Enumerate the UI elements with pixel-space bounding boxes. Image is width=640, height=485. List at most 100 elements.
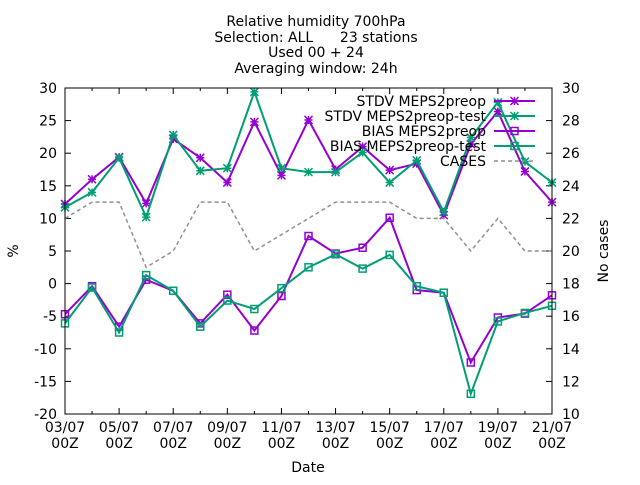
series-4 — [64, 201, 552, 269]
series-point — [195, 166, 205, 176]
series-point — [493, 106, 503, 117]
series-point — [520, 166, 530, 176]
y2-axis-title: No cases — [596, 220, 612, 283]
series-point — [223, 296, 232, 305]
series-point — [87, 174, 97, 184]
legend-sample-marker — [509, 96, 520, 106]
series-point — [168, 130, 178, 140]
title-line-4: Averaging window: 24h — [234, 61, 397, 77]
y2-tick-label: 12 — [562, 374, 580, 390]
series-point — [385, 250, 394, 260]
series-point — [141, 270, 151, 280]
legend-sample-marker — [510, 141, 519, 151]
y2-tick-label: 16 — [562, 309, 580, 325]
series-point — [466, 133, 476, 143]
x-tick-label: 19/07 — [478, 420, 518, 436]
series-line — [64, 253, 553, 398]
y-axis: -20 -15 -10 -5 0 5 10 15 20 25 30 — [34, 81, 71, 423]
y-tick-label: 15 — [39, 179, 57, 195]
y-tick-label: -10 — [34, 342, 57, 358]
series-point — [87, 187, 97, 197]
legend-label: CASES — [440, 154, 486, 170]
series-point — [493, 97, 503, 107]
series-point — [466, 358, 476, 367]
legend-label: BIAS MEPS2preop — [362, 124, 486, 140]
series-3 — [60, 250, 557, 399]
series-line — [64, 201, 552, 269]
series-point — [250, 326, 259, 335]
series-point — [249, 87, 259, 97]
series-point — [520, 308, 530, 318]
chart-title: Relative humidity 700hPa Selection: ALL … — [214, 14, 417, 77]
series-point — [358, 142, 368, 152]
series-point — [276, 170, 286, 180]
series-point — [222, 163, 232, 173]
series-point — [141, 212, 151, 222]
y-tick-label: 10 — [39, 211, 57, 227]
x-tick-label: 15/07 — [369, 420, 409, 436]
title-line-3: Used 00 + 24 — [268, 45, 364, 61]
y-tick-label: 0 — [48, 277, 57, 293]
series-point — [196, 322, 205, 331]
plot-frame — [64, 87, 553, 415]
series-point — [223, 290, 232, 299]
x-tick-label-time: 00Z — [538, 436, 565, 452]
x-tick-label: 03/07 — [45, 420, 85, 436]
title-line-1: Relative humidity 700hPa — [226, 14, 405, 30]
series-point — [141, 198, 151, 208]
series-point — [276, 163, 286, 173]
series-point — [87, 283, 97, 292]
series-point — [493, 317, 503, 326]
series-point — [439, 288, 449, 297]
x-tick-label: 09/07 — [207, 420, 247, 436]
series-point — [303, 115, 314, 125]
y2-tick-label: 24 — [562, 179, 580, 195]
x-tick-label-time: 00Z — [160, 436, 187, 452]
y2-tick-label: 18 — [562, 277, 580, 293]
y2-tick-label: 22 — [562, 211, 580, 227]
legend-label: STDV MEPS2preop-test — [325, 109, 487, 125]
x-tick-label: 11/07 — [261, 420, 301, 436]
series-point — [114, 153, 124, 163]
series-line — [64, 215, 553, 365]
y2-tick-label: 14 — [562, 342, 580, 358]
y-tick-label: 5 — [48, 244, 57, 260]
x-tick-label-time: 00Z — [214, 436, 241, 452]
series-point — [168, 286, 178, 296]
legend-label: STDV MEPS2preop — [356, 94, 486, 110]
series-point — [304, 231, 313, 241]
x-tick-label-time: 00Z — [322, 436, 349, 452]
series-point — [304, 263, 313, 272]
y2-axis: 10 12 14 16 18 20 22 24 26 28 30 — [546, 81, 580, 423]
y-tick-label: -20 — [34, 407, 57, 423]
series-point — [250, 304, 259, 314]
y-tick-label: -15 — [34, 374, 57, 390]
x-tick-label: 13/07 — [315, 420, 355, 436]
x-tick-label-time: 00Z — [376, 436, 403, 452]
series-point — [195, 153, 205, 163]
x-axis: 03/0700Z05/0700Z07/0700Z09/0700Z11/0700Z… — [45, 88, 572, 452]
series-point — [222, 178, 232, 188]
y2-tick-label: 20 — [562, 244, 580, 260]
series-point — [277, 291, 286, 301]
y2-tick-label: 30 — [562, 81, 580, 97]
title-line-2: Selection: ALL 23 stations — [214, 30, 417, 46]
series-point — [331, 250, 340, 259]
x-tick-label: 05/07 — [99, 420, 139, 436]
legend-sample-marker — [509, 111, 520, 121]
x-tick-label-time: 00Z — [430, 436, 457, 452]
series-point — [466, 389, 476, 399]
series-point — [303, 167, 314, 177]
series-point — [412, 155, 422, 165]
legend-label: BIAS MEPS2preop-test — [330, 139, 487, 155]
y-tick-label: 20 — [39, 146, 57, 162]
legend-sample-marker — [510, 126, 519, 136]
series-point — [385, 178, 395, 188]
series-point — [249, 117, 259, 127]
x-tick-label-time: 00Z — [484, 436, 511, 452]
series-point — [385, 213, 394, 222]
x-tick-label-time: 00Z — [51, 436, 78, 452]
y2-tick-label: 26 — [562, 146, 580, 162]
